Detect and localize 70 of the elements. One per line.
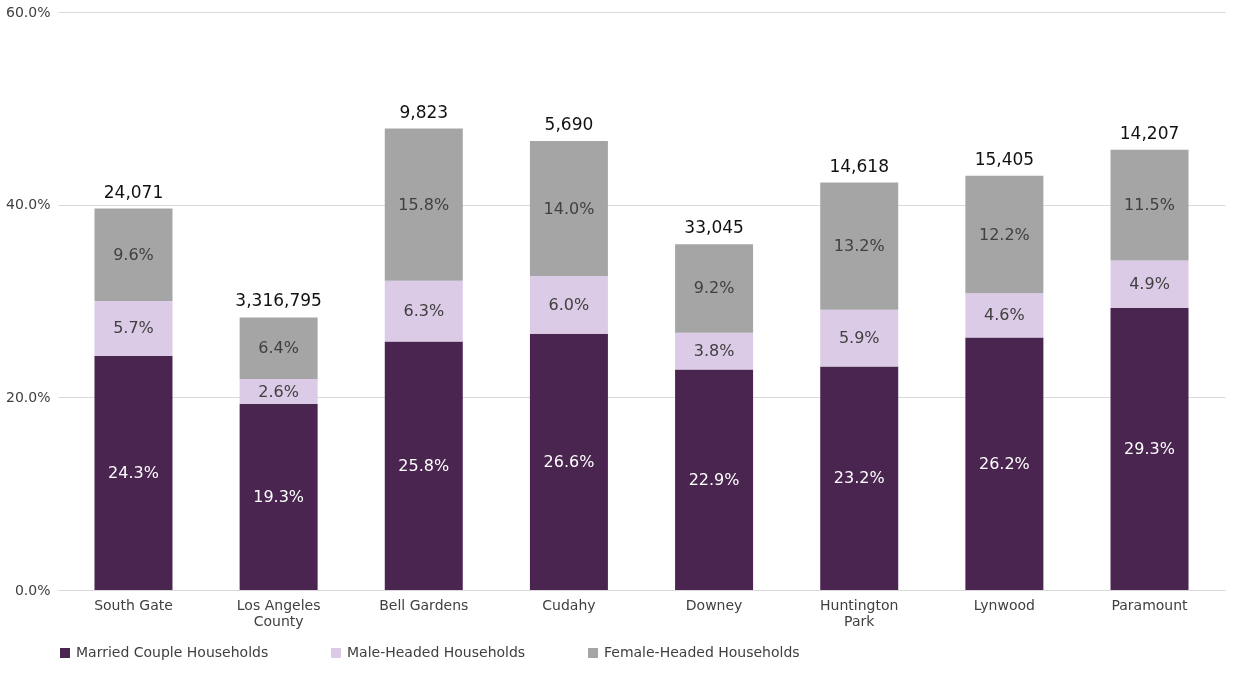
- annotation: 5,690: [544, 114, 594, 135]
- data-label: 19.3%: [253, 487, 305, 507]
- bar: [529, 141, 608, 276]
- bar: [239, 404, 318, 590]
- data-label: 26.6%: [543, 451, 595, 471]
- bar: [965, 337, 1044, 590]
- x-tick-label: Bell Gardens: [379, 596, 469, 613]
- annotation: 9,823: [399, 101, 449, 122]
- bar: [1110, 149, 1189, 261]
- x-tick-label: Paramount: [1111, 596, 1189, 613]
- data-label: 5.9%: [838, 328, 880, 348]
- y-tick-label: 0.0%: [14, 581, 51, 598]
- bar: [94, 301, 173, 356]
- data-label: 2.6%: [258, 381, 299, 401]
- bar: [384, 280, 463, 342]
- data-label: 9.6%: [113, 244, 154, 264]
- data-label: 15.8%: [398, 194, 450, 214]
- data-label: 4.6%: [984, 305, 1025, 325]
- x-tick-label: Cudahy: [542, 596, 596, 613]
- annotation: 14,207: [1119, 122, 1180, 143]
- annotation: 3,316,795: [235, 290, 322, 311]
- y-tick-label: 60.0%: [6, 3, 51, 20]
- data-label: 6.4%: [258, 338, 299, 358]
- data-label: 22.9%: [688, 469, 740, 489]
- bar: [94, 208, 173, 301]
- x-tick-label: South Gate: [94, 596, 173, 613]
- bar: [675, 332, 754, 370]
- bar: [1110, 307, 1189, 590]
- data-label: 25.8%: [398, 455, 450, 475]
- y-tick-label: 40.0%: [6, 196, 51, 213]
- data-label: 12.2%: [978, 224, 1030, 244]
- data-label: 13.2%: [833, 236, 885, 256]
- bar: [384, 128, 463, 281]
- data-label: 11.5%: [1124, 195, 1175, 215]
- bar: [675, 369, 754, 590]
- bar: [529, 333, 608, 590]
- x-tick-label: Lynwood: [973, 596, 1035, 613]
- bar: [820, 309, 899, 367]
- legend-label: Female-Headed Households: [604, 644, 800, 660]
- legend-label: Married Couple Households: [76, 644, 269, 660]
- bar: [1110, 260, 1189, 308]
- bar: [94, 355, 173, 590]
- data-label: 6.0%: [548, 294, 590, 314]
- data-label: 3.8%: [693, 341, 735, 361]
- annotation: 15,405: [974, 148, 1035, 169]
- bar: [675, 244, 754, 333]
- x-tick-label: Downey: [685, 596, 743, 613]
- bar: [820, 366, 899, 590]
- annotation: 14,618: [829, 155, 889, 176]
- bar: [820, 182, 899, 310]
- x-tick-label: Los Angeles County: [236, 596, 321, 629]
- data-label: 23.2%: [833, 468, 885, 488]
- bar: [239, 317, 318, 380]
- bar: [965, 293, 1044, 338]
- data-label: 9.2%: [693, 278, 735, 298]
- data-label: 26.2%: [978, 453, 1030, 473]
- y-tick-label: 20.0%: [6, 388, 51, 405]
- data-label: 14.0%: [543, 198, 595, 218]
- bar: [529, 275, 608, 334]
- annotation: 24,071: [103, 181, 164, 202]
- data-label: 5.7%: [113, 318, 154, 338]
- annotation: 33,045: [684, 217, 744, 238]
- data-label: 4.9%: [1129, 274, 1170, 294]
- legend-label: Male-Headed Households: [347, 644, 526, 660]
- data-label: 6.3%: [403, 301, 445, 321]
- bar: [384, 341, 463, 590]
- data-label: 24.3%: [108, 462, 159, 482]
- x-tick-label: Huntington Park: [820, 596, 899, 629]
- data-label: 29.3%: [1124, 438, 1175, 458]
- bar: [965, 175, 1044, 294]
